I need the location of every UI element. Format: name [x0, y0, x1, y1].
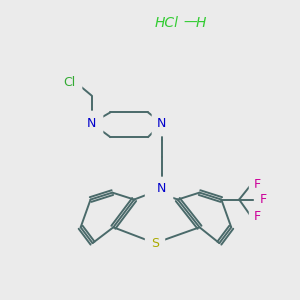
Text: N: N [150, 185, 160, 198]
Text: N: N [157, 182, 167, 195]
Text: F: F [254, 210, 261, 223]
Text: Cl: Cl [63, 76, 75, 89]
Text: F: F [254, 178, 261, 191]
Text: S: S [151, 237, 159, 250]
Text: N: N [157, 117, 167, 130]
Text: N: N [87, 117, 96, 130]
Text: N: N [157, 182, 167, 195]
Text: Cl: Cl [63, 76, 75, 89]
Text: N: N [157, 117, 167, 130]
Text: —: — [184, 16, 197, 30]
Text: HCl: HCl [155, 16, 179, 30]
Text: F: F [260, 193, 267, 206]
Text: N: N [87, 117, 96, 130]
Text: H: H [196, 16, 206, 30]
